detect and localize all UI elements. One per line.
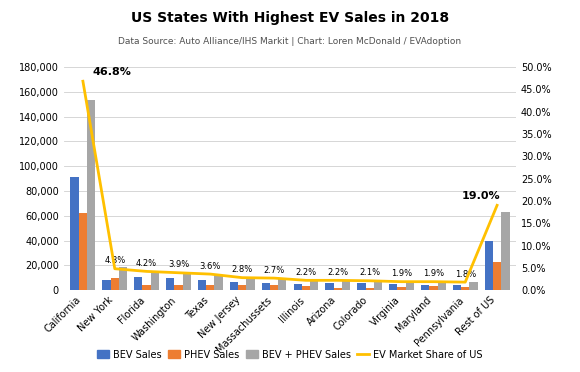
- Bar: [493, 262, 501, 290]
- Text: 2.8%: 2.8%: [231, 265, 253, 274]
- Bar: [166, 278, 175, 290]
- Bar: [175, 285, 183, 290]
- Text: 1.9%: 1.9%: [391, 269, 412, 278]
- Text: 2.2%: 2.2%: [295, 268, 317, 277]
- Bar: [357, 283, 365, 290]
- Legend: BEV Sales, PHEV Sales, BEV + PHEV Sales, EV Market Share of US: BEV Sales, PHEV Sales, BEV + PHEV Sales,…: [93, 346, 487, 363]
- Bar: [143, 285, 151, 290]
- Bar: [461, 287, 469, 290]
- Text: 1.8%: 1.8%: [455, 270, 476, 279]
- Bar: [437, 281, 446, 290]
- Bar: [71, 177, 79, 290]
- EV Market Share of US: [334, 278, 341, 283]
- Bar: [134, 276, 143, 290]
- Bar: [501, 212, 509, 290]
- Text: 2.2%: 2.2%: [327, 268, 349, 277]
- Bar: [183, 273, 191, 290]
- Text: 4.8%: 4.8%: [104, 256, 125, 265]
- Bar: [206, 285, 215, 290]
- Bar: [262, 283, 270, 290]
- Bar: [421, 285, 429, 290]
- EV Market Share of US: [207, 272, 214, 276]
- Text: 3.6%: 3.6%: [200, 262, 221, 270]
- Text: 4.2%: 4.2%: [136, 259, 157, 268]
- Bar: [469, 282, 478, 290]
- Bar: [397, 287, 405, 290]
- Bar: [302, 286, 310, 290]
- Bar: [389, 284, 397, 290]
- Bar: [215, 275, 223, 290]
- Bar: [310, 280, 318, 290]
- Bar: [198, 280, 206, 290]
- Bar: [238, 285, 246, 290]
- Text: 2.7%: 2.7%: [263, 266, 285, 275]
- Bar: [405, 281, 414, 290]
- EV Market Share of US: [175, 270, 182, 275]
- Bar: [246, 277, 255, 290]
- EV Market Share of US: [430, 279, 437, 284]
- Bar: [365, 288, 374, 290]
- Bar: [429, 286, 437, 290]
- Text: Data Source: Auto Alliance/IHS Markit | Chart: Loren McDonald / EVAdoption: Data Source: Auto Alliance/IHS Markit | …: [118, 37, 462, 46]
- Text: 2.1%: 2.1%: [359, 268, 380, 277]
- Bar: [374, 281, 382, 290]
- EV Market Share of US: [302, 278, 309, 283]
- EV Market Share of US: [494, 203, 501, 208]
- Bar: [111, 278, 119, 290]
- EV Market Share of US: [398, 279, 405, 284]
- Bar: [342, 280, 350, 290]
- EV Market Share of US: [143, 269, 150, 274]
- Bar: [79, 213, 87, 290]
- Text: 46.8%: 46.8%: [92, 67, 131, 77]
- Bar: [334, 288, 342, 290]
- Text: 19.0%: 19.0%: [462, 191, 501, 201]
- EV Market Share of US: [111, 266, 118, 271]
- Text: US States With Highest EV Sales in 2018: US States With Highest EV Sales in 2018: [131, 11, 449, 25]
- Bar: [453, 285, 461, 290]
- Bar: [151, 272, 159, 290]
- Text: 3.9%: 3.9%: [168, 260, 189, 269]
- Bar: [278, 278, 287, 290]
- Bar: [485, 241, 493, 290]
- EV Market Share of US: [79, 79, 86, 83]
- Bar: [230, 282, 238, 290]
- EV Market Share of US: [239, 275, 246, 280]
- Bar: [87, 100, 95, 290]
- Bar: [119, 267, 127, 290]
- EV Market Share of US: [462, 280, 469, 284]
- Bar: [325, 283, 334, 290]
- Bar: [102, 280, 111, 290]
- Bar: [293, 284, 302, 290]
- Line: EV Market Share of US: EV Market Share of US: [83, 81, 497, 282]
- EV Market Share of US: [271, 276, 278, 280]
- Bar: [270, 285, 278, 290]
- EV Market Share of US: [366, 279, 373, 283]
- Text: 1.9%: 1.9%: [423, 269, 444, 278]
